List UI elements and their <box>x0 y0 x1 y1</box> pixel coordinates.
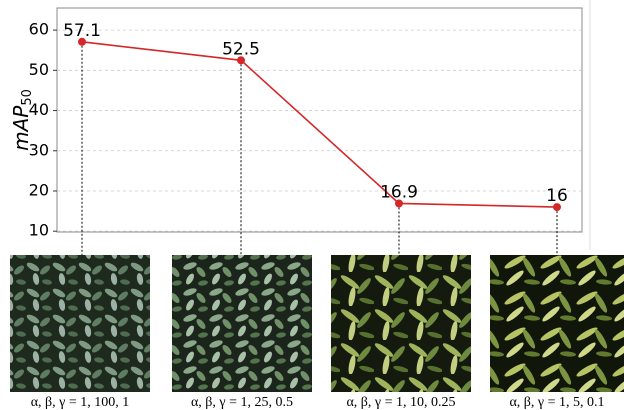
sample-image <box>331 255 471 392</box>
y-tick-label: 50 <box>29 60 49 79</box>
value-label: 16 <box>546 186 568 206</box>
y-tick-label: 20 <box>29 180 49 199</box>
value-label: 16.9 <box>380 182 418 202</box>
series-line <box>82 42 557 207</box>
y-tick-label: 40 <box>29 100 49 119</box>
sample-image <box>172 255 312 392</box>
page: {"chart_data": {"type": "line", "y_label… <box>0 0 624 410</box>
category-label: α, β, γ = 1, 100, 1 <box>31 395 130 410</box>
y-tick-label: 10 <box>29 221 49 240</box>
category-label: α, β, γ = 1, 25, 0.5 <box>191 395 293 410</box>
category-label: α, β, γ = 1, 10, 0.25 <box>346 395 455 410</box>
sample-image <box>10 255 150 392</box>
y-tick-label: 30 <box>29 140 49 159</box>
category-label: α, β, γ = 1, 5, 0.1 <box>509 395 604 410</box>
y-tick-label: 60 <box>29 20 49 39</box>
value-label: 57.1 <box>63 21 101 41</box>
figure: mAP50 10203040506057.1α, β, γ = 1, 100, … <box>0 0 624 410</box>
plot-frame <box>57 8 582 232</box>
sample-image <box>490 255 624 392</box>
value-label: 52.5 <box>222 39 260 59</box>
